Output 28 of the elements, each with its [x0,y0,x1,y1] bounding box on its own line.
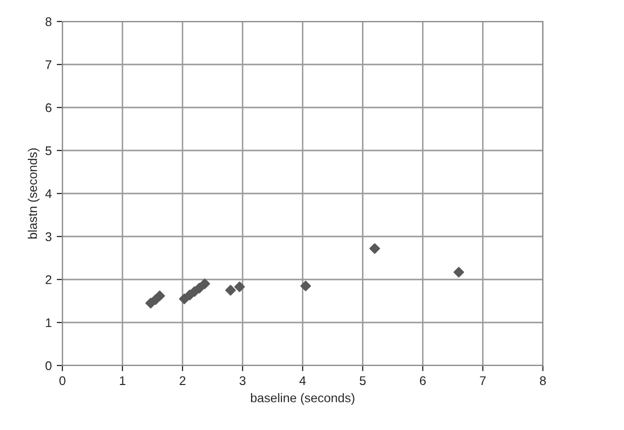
y-tick-label: 4 [45,189,52,198]
x-tick-label: 4 [299,376,306,385]
x-tick-label: 1 [120,376,126,385]
point [225,284,236,296]
point [234,282,245,292]
x-tick-label: 2 [180,376,186,385]
x-tick-label: 0 [59,376,66,386]
y-tick-label: 6 [46,103,52,112]
y-tick-label: 8 [46,17,52,26]
point [453,266,464,278]
x-tick-label: 3 [240,376,246,386]
point [154,290,165,302]
x-tick-label: 5 [360,376,366,386]
x-tick-label: 8 [540,376,546,386]
y-tick-label: 1 [46,318,52,328]
x-axis-title: baseline (seconds) [250,393,354,405]
y-tick-label: 0 [46,361,52,370]
y-axis-title: blastn (seconds) [28,148,40,239]
y-tick-label: 5 [46,146,52,156]
x-tick-label: 6 [420,376,426,386]
y-tick-label: 7 [46,60,52,70]
y-tick-label: 2 [46,275,52,284]
point [369,243,380,254]
y-tick-label: 3 [46,232,52,242]
point [199,278,210,290]
point [300,280,311,292]
point [194,282,205,294]
x-tick-label: 7 [480,376,486,385]
